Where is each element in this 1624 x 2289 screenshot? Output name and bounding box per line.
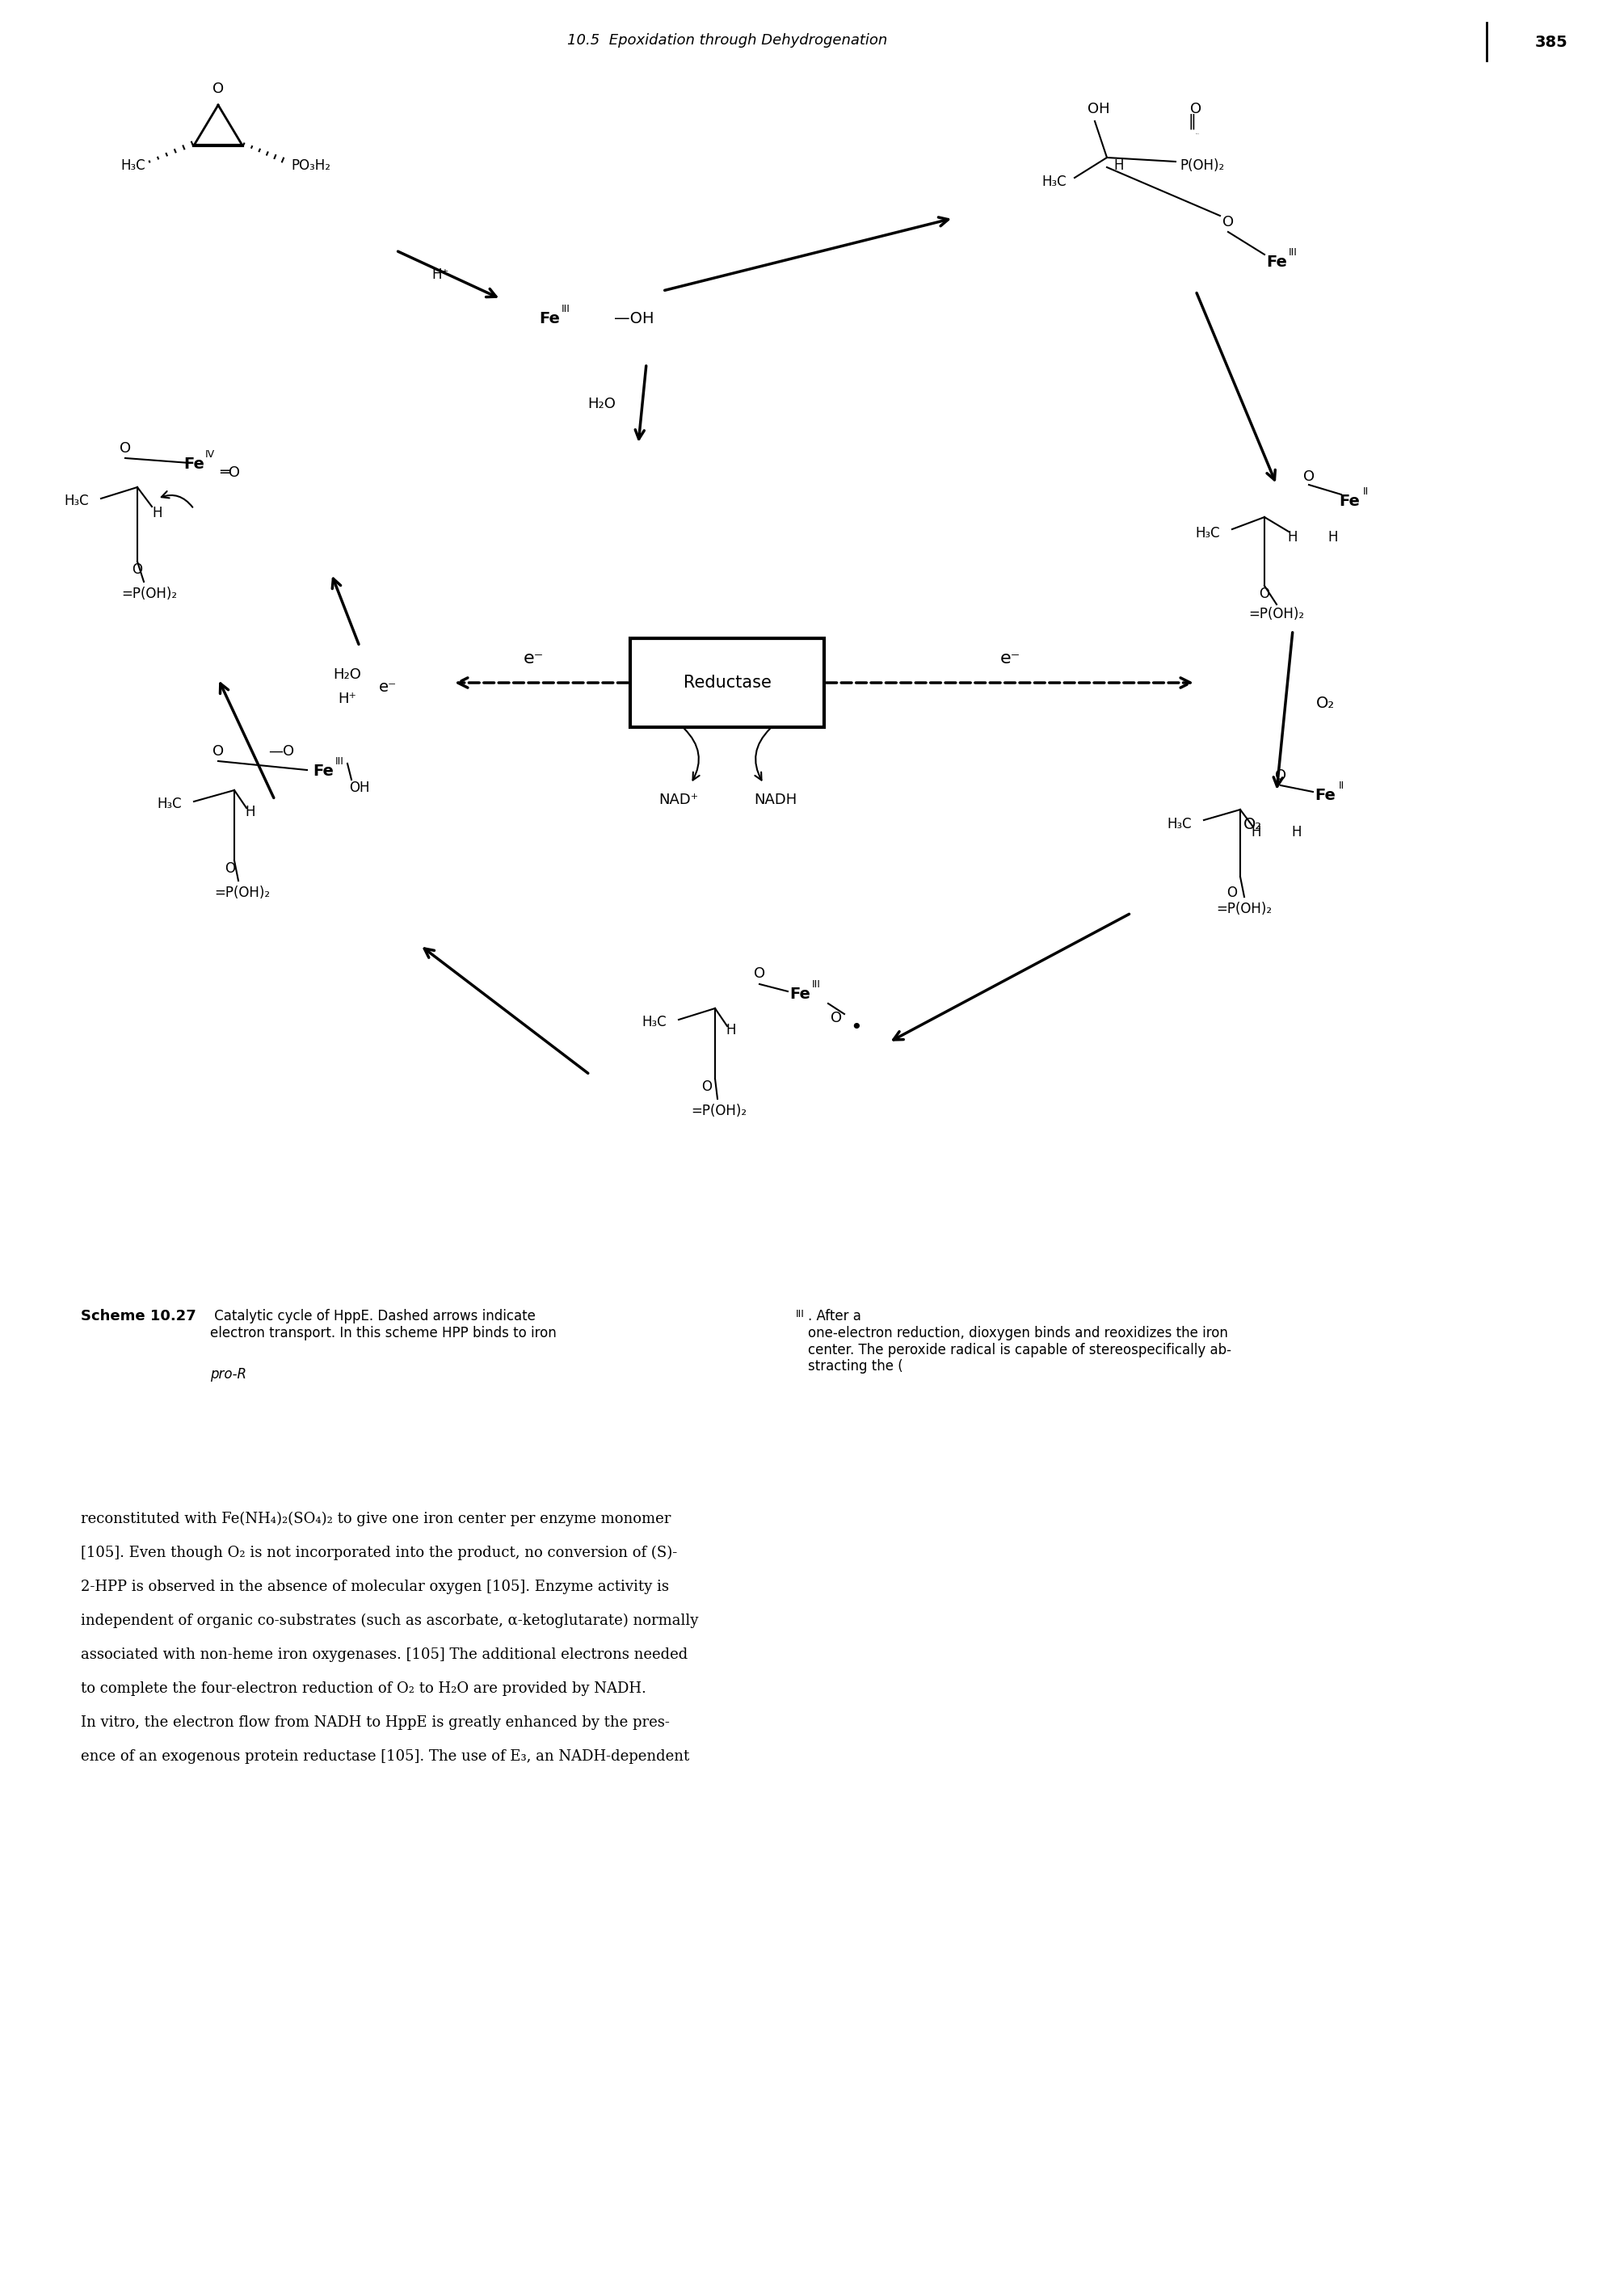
- Text: III: III: [562, 304, 570, 314]
- Text: pro-R: pro-R: [209, 1367, 247, 1383]
- Text: III: III: [1288, 247, 1298, 259]
- Text: independent of organic co-substrates (such as ascorbate, α-ketoglutarate) normal: independent of organic co-substrates (su…: [81, 1614, 698, 1627]
- Text: ence of an exogenous protein reductase [105]. The use of E₃, an NADH-dependent: ence of an exogenous protein reductase […: [81, 1749, 690, 1765]
- Text: O: O: [1223, 215, 1234, 229]
- Text: H₃C: H₃C: [1043, 174, 1067, 190]
- Text: Reductase: Reductase: [684, 675, 771, 691]
- Text: P(OH)₂: P(OH)₂: [1179, 158, 1224, 174]
- Text: In vitro, the electron flow from NADH to HppE is greatly enhanced by the pres-: In vitro, the electron flow from NADH to…: [81, 1714, 669, 1730]
- Text: e⁻: e⁻: [1000, 650, 1020, 666]
- Text: Fe: Fe: [313, 765, 333, 778]
- Text: O: O: [1302, 469, 1314, 483]
- Text: H₃C: H₃C: [1168, 817, 1192, 831]
- Text: H₂O: H₂O: [588, 396, 615, 412]
- Text: O: O: [830, 1012, 841, 1025]
- Text: Fe: Fe: [789, 987, 810, 1003]
- Text: III: III: [812, 980, 820, 989]
- Text: —O: —O: [268, 744, 294, 758]
- Text: O: O: [1259, 586, 1270, 602]
- Text: . After a
one-electron reduction, dioxygen binds and reoxidizes the iron
center.: . After a one-electron reduction, dioxyg…: [809, 1309, 1231, 1373]
- Text: III: III: [335, 758, 344, 767]
- Text: =P(OH)₂: =P(OH)₂: [214, 886, 270, 900]
- Text: Fe: Fe: [1267, 254, 1288, 270]
- Text: H: H: [245, 806, 255, 819]
- Text: —OH: —OH: [614, 311, 654, 327]
- Text: O: O: [1190, 101, 1202, 117]
- Text: 2-HPP is observed in the absence of molecular oxygen [105]. Enzyme activity is: 2-HPP is observed in the absence of mole…: [81, 1579, 669, 1593]
- Text: •: •: [851, 1019, 862, 1037]
- Text: Fe: Fe: [539, 311, 560, 327]
- Text: O: O: [1226, 886, 1237, 900]
- Text: H: H: [1114, 158, 1124, 174]
- Text: II: II: [1363, 485, 1369, 497]
- Text: H: H: [153, 506, 162, 520]
- Text: H₃C: H₃C: [120, 158, 146, 174]
- Text: O₂: O₂: [1315, 696, 1335, 710]
- Text: O: O: [213, 82, 224, 96]
- Text: H₃C: H₃C: [1195, 526, 1220, 540]
- Text: Fe: Fe: [1314, 787, 1335, 803]
- Text: II: II: [1338, 781, 1345, 792]
- Text: O: O: [754, 966, 765, 982]
- Text: Fe: Fe: [1338, 492, 1359, 508]
- Text: Catalytic cycle of HppE. Dashed arrows indicate
electron transport. In this sche: Catalytic cycle of HppE. Dashed arrows i…: [209, 1309, 557, 1341]
- Text: associated with non-heme iron oxygenases. [105] The additional electrons needed: associated with non-heme iron oxygenases…: [81, 1648, 689, 1662]
- Text: to complete the four-electron reduction of O₂ to H₂O are provided by NADH.: to complete the four-electron reduction …: [81, 1682, 646, 1696]
- Text: =P(OH)₂: =P(OH)₂: [1216, 902, 1272, 916]
- Text: H: H: [1291, 824, 1302, 840]
- FancyBboxPatch shape: [630, 639, 823, 728]
- Text: O: O: [120, 442, 132, 456]
- Text: H₃C: H₃C: [65, 494, 89, 508]
- Text: NAD⁺: NAD⁺: [659, 792, 698, 808]
- Text: H₃C: H₃C: [641, 1014, 667, 1030]
- Text: NADH: NADH: [754, 792, 797, 808]
- Text: =P(OH)₂: =P(OH)₂: [692, 1103, 747, 1119]
- Text: III: III: [796, 1309, 804, 1318]
- Text: Scheme 10.27: Scheme 10.27: [81, 1309, 197, 1323]
- Text: OH: OH: [1088, 101, 1109, 117]
- Text: H: H: [1328, 531, 1338, 545]
- Text: IV: IV: [205, 449, 214, 460]
- Text: OH: OH: [349, 781, 370, 794]
- Text: ═O: ═O: [221, 465, 240, 481]
- Text: O: O: [1275, 769, 1286, 783]
- Text: =P(OH)₂: =P(OH)₂: [1249, 607, 1304, 620]
- Text: [105]. Even though O₂ is not incorporated into the product, no conversion of (S): [105]. Even though O₂ is not incorporate…: [81, 1545, 677, 1561]
- Text: e⁻: e⁻: [378, 680, 396, 694]
- Text: O: O: [132, 563, 143, 577]
- Text: H⁺: H⁺: [432, 268, 448, 282]
- Text: 10.5  Epoxidation through Dehydrogenation: 10.5 Epoxidation through Dehydrogenation: [567, 32, 887, 48]
- Text: 385: 385: [1535, 34, 1567, 50]
- Text: O₂: O₂: [1242, 817, 1262, 831]
- Text: H: H: [1288, 531, 1298, 545]
- Text: H₂O: H₂O: [333, 668, 362, 682]
- Text: H: H: [1252, 824, 1262, 840]
- Text: ‖: ‖: [1187, 114, 1195, 128]
- Text: e⁻: e⁻: [523, 650, 544, 666]
- Text: PO₃H₂: PO₃H₂: [291, 158, 331, 174]
- Text: H⁺: H⁺: [338, 691, 357, 707]
- Text: Fe: Fe: [184, 458, 205, 472]
- Text: O: O: [226, 861, 235, 877]
- Text: =P(OH)₂: =P(OH)₂: [122, 586, 177, 602]
- Text: H: H: [726, 1023, 736, 1037]
- Text: O: O: [213, 744, 224, 758]
- Text: O: O: [702, 1080, 713, 1094]
- Text: H₃C: H₃C: [158, 797, 182, 810]
- Text: reconstituted with Fe(NH₄)₂(SO₄)₂ to give one iron center per enzyme monomer: reconstituted with Fe(NH₄)₂(SO₄)₂ to giv…: [81, 1511, 671, 1527]
